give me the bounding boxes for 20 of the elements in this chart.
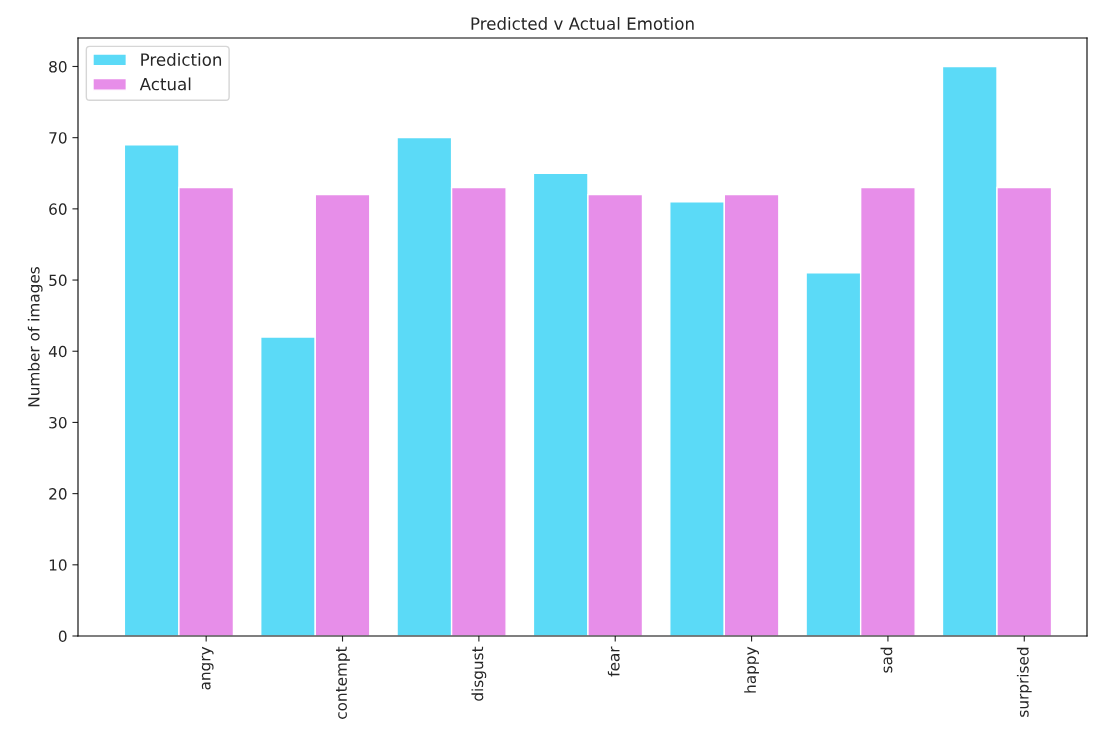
chart-title: Predicted v Actual Emotion (471, 17, 694, 30)
legend-label: Prediction (141, 53, 222, 66)
x-tick-label: surprised (1016, 647, 1032, 717)
x-tick-label: angry (201, 646, 214, 690)
x-tick-label: happy (744, 646, 759, 693)
y-tick-label: 80 (49, 60, 67, 73)
y-axis-title: Number of images (27, 267, 43, 407)
y-tick-label: 10 (49, 559, 67, 571)
y-tick-label: 30 (49, 416, 67, 429)
y-tick-label: 0 (58, 630, 67, 643)
y-tick-label: 40 (48, 345, 67, 358)
legend-label: Actual (139, 77, 191, 91)
x-tick-label: sad (880, 647, 893, 673)
x-tick-label: contempt (336, 646, 350, 719)
y-tick-label: 50 (49, 274, 67, 287)
y-tick-label: 20 (49, 488, 67, 500)
x-tick-label: disgust (471, 646, 487, 701)
x-tick-label: fear (607, 646, 620, 677)
y-tick-label: 70 (49, 132, 67, 144)
y-tick-label: 60 (49, 203, 67, 215)
